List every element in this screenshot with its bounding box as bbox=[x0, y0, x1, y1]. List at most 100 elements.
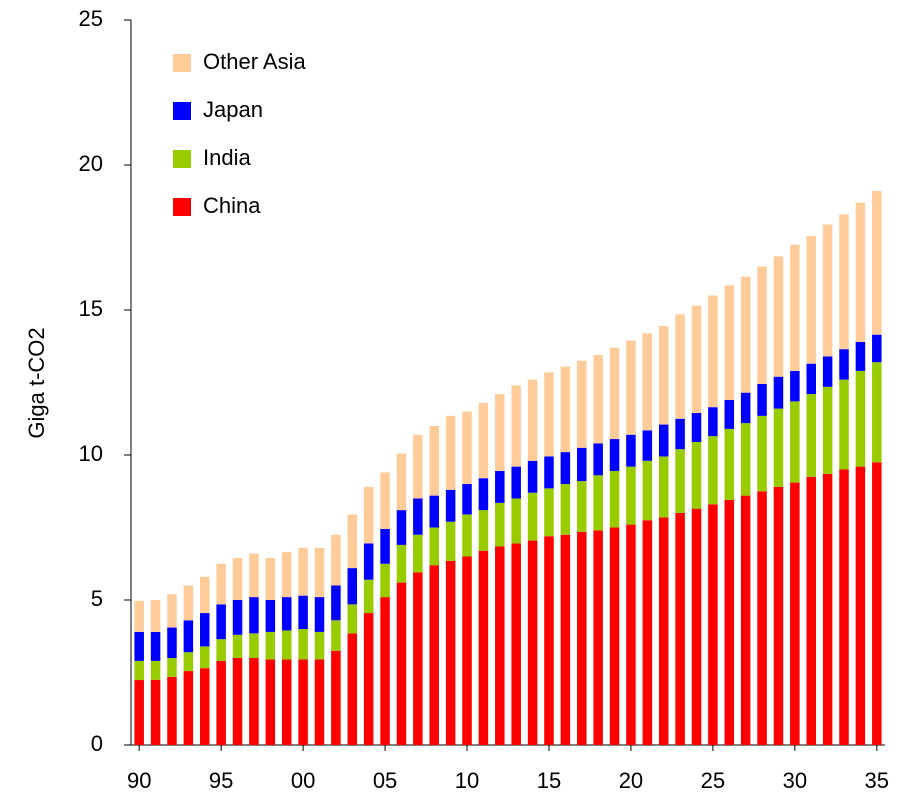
bar-segment bbox=[642, 460, 653, 521]
bar-segment bbox=[773, 408, 784, 487]
bar-segment bbox=[462, 556, 472, 745]
bar-segment bbox=[347, 568, 358, 605]
bar-segment bbox=[183, 671, 194, 745]
y-tick-label: 5 bbox=[91, 586, 103, 611]
bar-segment bbox=[577, 447, 587, 482]
bar-segment bbox=[806, 476, 816, 745]
bar-segment bbox=[527, 460, 538, 493]
legend-swatch bbox=[173, 102, 191, 120]
bar-segment bbox=[150, 660, 161, 680]
y-tick-label: 15 bbox=[79, 296, 103, 321]
bar-segment bbox=[396, 453, 407, 511]
y-tick-label: 0 bbox=[91, 731, 103, 756]
bar-segment bbox=[150, 600, 161, 632]
bar-segment bbox=[298, 629, 308, 660]
bar-segment bbox=[773, 256, 784, 377]
bar-segment bbox=[872, 334, 882, 363]
bar-segment bbox=[363, 486, 374, 544]
bar-segment bbox=[314, 597, 325, 632]
bar-segment bbox=[626, 340, 636, 435]
bar-segment bbox=[609, 439, 620, 471]
bar-segment bbox=[429, 565, 439, 745]
bar-segment bbox=[298, 595, 308, 629]
bar-segment bbox=[462, 514, 472, 557]
bar-segment bbox=[626, 466, 636, 525]
bar-segment bbox=[331, 585, 341, 621]
bar-segment bbox=[200, 576, 210, 614]
bar-segment bbox=[691, 508, 702, 745]
bar-segment bbox=[691, 441, 702, 509]
bar-segment bbox=[429, 426, 439, 496]
bar-segment bbox=[347, 514, 358, 569]
legend-label: Other Asia bbox=[203, 49, 306, 74]
bar-segment bbox=[167, 594, 177, 628]
bar-segment bbox=[609, 527, 620, 745]
bar-segment bbox=[708, 295, 718, 408]
bar-segment bbox=[347, 633, 358, 745]
bar-segment bbox=[839, 469, 849, 745]
bar-segment bbox=[855, 202, 866, 342]
bar-segment bbox=[544, 372, 554, 457]
bar-segment bbox=[708, 436, 718, 505]
legend-label: India bbox=[203, 145, 251, 170]
bar-segment bbox=[314, 547, 325, 598]
bar-segment bbox=[281, 552, 292, 598]
bar-segment bbox=[281, 630, 292, 660]
bar-segment bbox=[445, 560, 456, 745]
bar-segment bbox=[658, 517, 669, 745]
y-tick-label: 25 bbox=[79, 6, 103, 31]
bar-segment bbox=[740, 495, 751, 745]
legend-swatch bbox=[173, 150, 191, 168]
bar-segment bbox=[790, 482, 800, 745]
bar-segment bbox=[855, 341, 866, 371]
bar-segment bbox=[511, 498, 521, 544]
bar-segment bbox=[757, 383, 767, 416]
bar-segment bbox=[642, 520, 653, 745]
bar-segment bbox=[413, 572, 423, 745]
bar-segment bbox=[790, 370, 800, 402]
bar-segment bbox=[593, 475, 603, 531]
bar-segment bbox=[757, 491, 767, 745]
bar-segment bbox=[478, 478, 489, 511]
bar-segment bbox=[806, 394, 816, 477]
bar-segment bbox=[872, 362, 882, 463]
bar-segment bbox=[167, 658, 177, 677]
bar-segment bbox=[495, 546, 505, 745]
legend-swatch bbox=[173, 54, 191, 72]
bar-segment bbox=[265, 600, 276, 632]
bar-segment bbox=[691, 412, 702, 442]
bar-segment bbox=[183, 585, 194, 621]
bar-segment bbox=[363, 579, 374, 614]
bar-segment bbox=[839, 349, 849, 380]
x-tick-label: 20 bbox=[619, 768, 643, 793]
bar-segment bbox=[249, 553, 259, 598]
x-tick-label: 35 bbox=[865, 768, 889, 793]
bar-segment bbox=[380, 528, 390, 564]
bar-segment bbox=[413, 434, 423, 499]
bar-segment bbox=[331, 620, 341, 651]
legend-swatch bbox=[173, 198, 191, 216]
bar-segment bbox=[150, 631, 161, 661]
legend-label: China bbox=[203, 193, 261, 218]
bar-segment bbox=[822, 473, 833, 745]
bar-segment bbox=[806, 363, 816, 395]
bar-segment bbox=[544, 488, 554, 537]
bar-segment bbox=[216, 660, 226, 745]
bar-segment bbox=[855, 466, 866, 745]
bar-segment bbox=[560, 534, 571, 745]
bar-segment bbox=[577, 360, 587, 448]
bar-segment bbox=[839, 214, 849, 350]
bar-segment bbox=[445, 415, 456, 490]
bar-segment bbox=[609, 347, 620, 440]
bar-segment bbox=[413, 498, 423, 535]
bar-segment bbox=[708, 504, 718, 745]
bar-segment bbox=[872, 462, 882, 745]
bar-segment bbox=[822, 356, 833, 387]
bar-segment bbox=[724, 499, 735, 745]
bar-segment bbox=[134, 631, 144, 661]
bar-segment bbox=[380, 472, 390, 529]
bar-segment bbox=[134, 680, 144, 745]
bar-segment bbox=[593, 530, 603, 745]
bar-segment bbox=[478, 510, 489, 551]
